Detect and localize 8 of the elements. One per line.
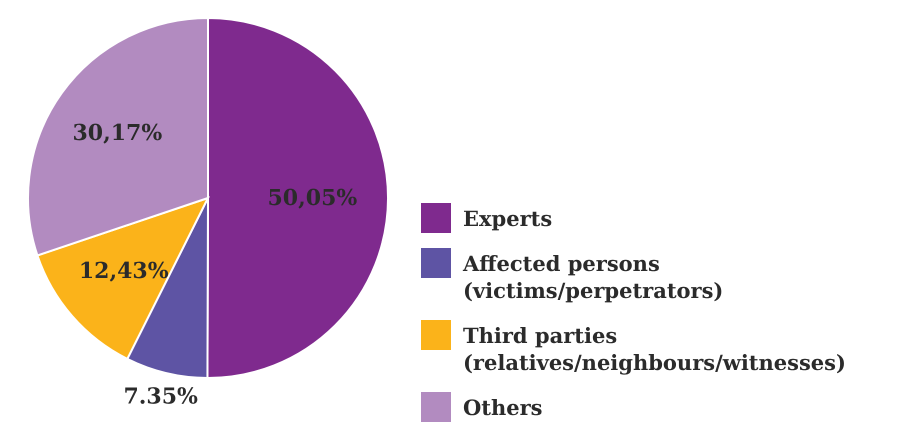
legend-label: Experts: [463, 206, 552, 230]
data-label: 30,17%: [72, 120, 162, 146]
data-label: 12,43%: [78, 258, 169, 284]
data-label: 7.35%: [123, 383, 198, 410]
legend-label: Third parties (relatives/neighbours/witnesses): [463, 322, 846, 374]
data-label: 50,05%: [268, 185, 358, 212]
legend-label: Others: [463, 394, 543, 420]
legend-label: Affected persons (victims/perpetrators): [462, 250, 724, 302]
